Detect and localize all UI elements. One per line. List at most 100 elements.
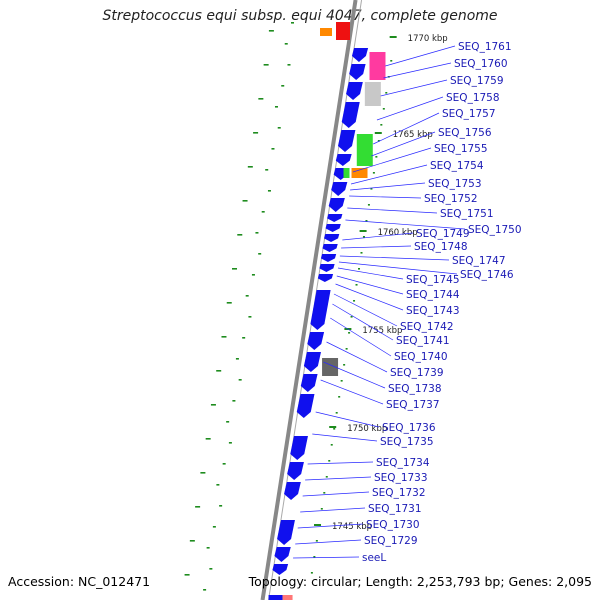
- label-leader: [373, 112, 440, 145]
- label-leader: [305, 476, 372, 481]
- cds-arrow: [341, 102, 360, 128]
- cds-arrow: [303, 352, 321, 372]
- gene-label[interactable]: SEQ_1757: [442, 108, 496, 120]
- label-leader: [383, 62, 452, 79]
- label-leader: [335, 283, 404, 311]
- gc-tick: [328, 460, 331, 462]
- gc-tick: [226, 421, 230, 423]
- gc-tick: [284, 43, 288, 45]
- gene-label[interactable]: SEQ_1748: [414, 241, 468, 253]
- cds-arrow: [335, 154, 352, 166]
- gene-label[interactable]: SEQ_1734: [376, 457, 430, 469]
- cds-arrow: [324, 234, 340, 242]
- gene-label[interactable]: SEQ_1740: [394, 351, 448, 363]
- gene-label[interactable]: SEQ_1749: [416, 228, 470, 240]
- gc-tick: [382, 108, 385, 110]
- label-leader: [341, 245, 412, 249]
- cds-arrow: [277, 520, 295, 545]
- label-leader: [323, 361, 386, 389]
- gene-label[interactable]: SEQ_1755: [434, 143, 488, 155]
- label-leaders: [293, 45, 466, 559]
- gene-label[interactable]: SEQ_1754: [430, 160, 484, 172]
- gene-label[interactable]: SEQ_1730: [366, 519, 420, 531]
- gc-tick: [348, 332, 351, 334]
- label-leader: [352, 147, 432, 173]
- gc-tick: [221, 336, 227, 338]
- gene-label[interactable]: SEQ_1752: [424, 193, 478, 205]
- label-leader: [297, 523, 364, 529]
- label-leader: [371, 131, 436, 157]
- gc-tick: [353, 300, 356, 302]
- label-leader: [380, 79, 448, 97]
- gc-tick: [232, 268, 238, 270]
- label-leader: [347, 207, 438, 214]
- label-leader: [295, 539, 362, 545]
- gc-tick: [335, 412, 338, 414]
- gene-label[interactable]: SEQ_1731: [368, 503, 422, 515]
- gene-label[interactable]: SEQ_1737: [386, 399, 440, 411]
- label-leader: [315, 411, 380, 428]
- gene-label[interactable]: SEQ_1738: [388, 383, 442, 395]
- cds-arrow: [274, 547, 291, 562]
- gene-label[interactable]: SEQ_1743: [406, 305, 460, 317]
- gc-tick: [261, 211, 265, 213]
- gene-label[interactable]: SEQ_1751: [440, 208, 494, 220]
- label-leader: [336, 275, 404, 295]
- gene-label[interactable]: SEQ_1729: [364, 535, 418, 547]
- orange-feature: [351, 168, 368, 178]
- gene-label[interactable]: seeL: [362, 552, 386, 564]
- gene-label[interactable]: SEQ_1736: [382, 422, 436, 434]
- gc-tick: [228, 442, 232, 444]
- accession-text: Accession: NC_012471: [8, 574, 151, 589]
- gene-label[interactable]: SEQ_1741: [396, 335, 450, 347]
- label-leader: [302, 491, 370, 497]
- gc-tick: [333, 428, 336, 430]
- gc-tick: [206, 547, 210, 549]
- gc-tick: [248, 316, 252, 318]
- label-leader: [320, 379, 384, 405]
- gc-tick: [232, 400, 236, 402]
- gc-tick: [268, 30, 274, 32]
- gc-tick: [345, 348, 348, 350]
- gc-tick: [287, 64, 291, 66]
- gene-label[interactable]: SEQ_1753: [428, 178, 482, 190]
- gene-label[interactable]: SEQ_1735: [380, 436, 434, 448]
- gene-label[interactable]: SEQ_1750: [468, 224, 522, 236]
- gene-label[interactable]: SEQ_1761: [458, 41, 512, 53]
- gene-labels: SEQ_1761 SEQ_1760 SEQ_1759 SEQ_1758 SEQ_1757…: [362, 41, 522, 564]
- gc-tick: [320, 508, 323, 510]
- label-leader: [376, 96, 444, 121]
- gc-tick: [310, 572, 313, 574]
- gene-label[interactable]: SEQ_1758: [446, 92, 500, 104]
- label-leader: [339, 255, 450, 261]
- gene-label[interactable]: SEQ_1742: [400, 321, 454, 333]
- gc-tick: [265, 169, 269, 171]
- cds-arrow: [284, 482, 301, 500]
- kbp-tick: [359, 230, 367, 232]
- gc-tick: [367, 204, 370, 206]
- gene-label[interactable]: SEQ_1760: [454, 58, 508, 70]
- gene-label[interactable]: SEQ_1756: [438, 127, 492, 139]
- gc-tick: [325, 476, 328, 478]
- gc-tick: [242, 200, 248, 202]
- gene-label[interactable]: SEQ_1746: [460, 269, 514, 281]
- gene-label[interactable]: SEQ_1747: [452, 255, 506, 267]
- gene-label[interactable]: SEQ_1732: [372, 487, 426, 499]
- label-leader: [385, 45, 456, 67]
- gc-tick: [205, 438, 211, 440]
- gc-tick: [370, 188, 373, 190]
- gene-label[interactable]: SEQ_1744: [406, 289, 460, 301]
- gene-label[interactable]: SEQ_1759: [450, 75, 504, 87]
- label-leader: [312, 433, 378, 442]
- gc-tick: [238, 379, 242, 381]
- gc-tick: [237, 234, 243, 236]
- gene-label[interactable]: SEQ_1733: [374, 472, 428, 484]
- gene-label[interactable]: SEQ_1739: [390, 367, 444, 379]
- gene-label[interactable]: SEQ_1745: [406, 274, 460, 286]
- gc-tick: [210, 404, 216, 406]
- kbp-label: 1765 kbp: [393, 130, 433, 140]
- label-leader: [337, 267, 404, 280]
- kbp-ruler: 1770 kbp 1765 kbp 1760 kbp 1755 kbp 1750 kbp…: [314, 34, 448, 532]
- gc-tick: [258, 98, 264, 100]
